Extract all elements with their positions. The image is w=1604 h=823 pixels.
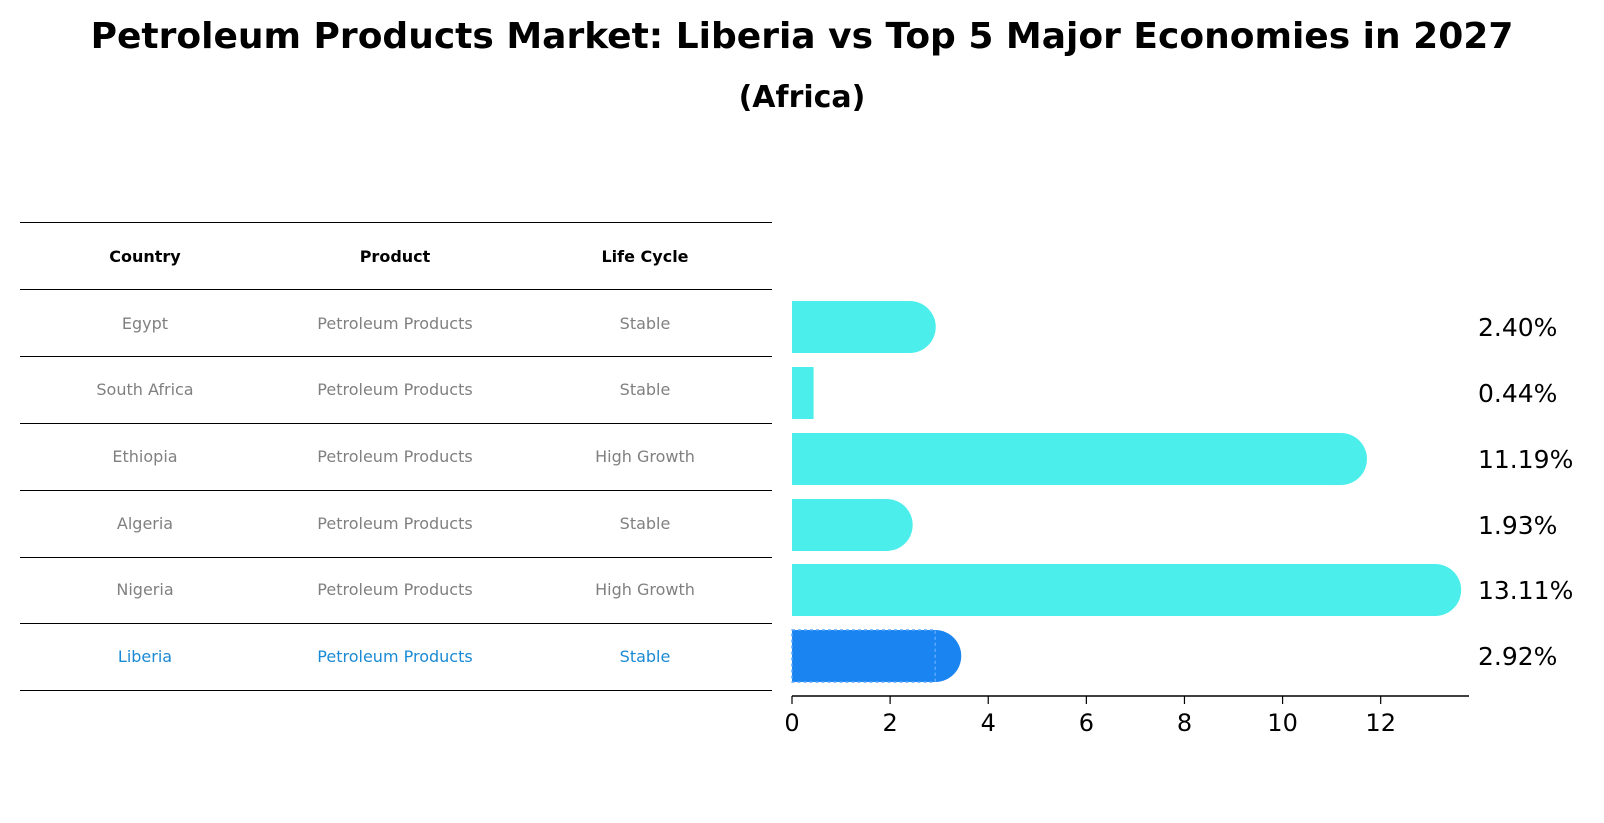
table-row: Ethiopia Petroleum Products High Growth <box>20 447 772 466</box>
header-product: Product <box>359 247 431 266</box>
table-row: South Africa Petroleum Products Stable <box>20 380 772 399</box>
header-lifecycle: Life Cycle <box>601 247 689 266</box>
x-tick-label: 2 <box>882 709 897 737</box>
cell-country: Liberia <box>117 647 173 666</box>
cell-lifecycle: Stable <box>619 514 671 533</box>
data-label: 11.19% <box>1478 445 1573 474</box>
table-rule <box>20 490 772 491</box>
table-row: Nigeria Petroleum Products High Growth <box>20 580 772 599</box>
table-row-highlight: Liberia Petroleum Products Stable <box>20 647 772 666</box>
cell-country: Egypt <box>121 314 169 333</box>
cell-lifecycle: High Growth <box>595 447 695 466</box>
table-row: Egypt Petroleum Products Stable <box>20 314 772 333</box>
table-rule <box>20 356 772 357</box>
bar-cap <box>1314 433 1367 485</box>
data-label: 1.93% <box>1478 511 1557 540</box>
cell-country: Nigeria <box>116 580 174 599</box>
cell-product: Petroleum Products <box>317 514 473 533</box>
chart-title: Petroleum Products Market: Liberia vs To… <box>90 16 1514 57</box>
bar <box>792 367 814 419</box>
table-rule <box>20 222 772 223</box>
bar <box>792 433 1341 485</box>
cell-country: Ethiopia <box>112 447 178 466</box>
table-rule <box>20 690 772 691</box>
data-label: 0.44% <box>1478 379 1557 408</box>
x-tick-label: 0 <box>784 709 799 737</box>
cell-lifecycle: Stable <box>619 380 671 399</box>
table-row: Algeria Petroleum Products Stable <box>20 514 772 533</box>
chart-subtitle: (Africa) <box>738 80 866 115</box>
cell-product: Petroleum Products <box>317 314 473 333</box>
x-tick-label: 8 <box>1177 709 1192 737</box>
x-tick-label: 4 <box>981 709 996 737</box>
cell-lifecycle: High Growth <box>595 580 695 599</box>
table-rule <box>20 557 772 558</box>
table-header-row: Country Product Life Cycle <box>20 247 772 266</box>
cell-country: South Africa <box>96 380 194 399</box>
cell-lifecycle: Stable <box>619 314 671 333</box>
x-tick-label: 12 <box>1365 709 1396 737</box>
data-label: 2.40% <box>1478 313 1557 342</box>
bar-cap <box>860 499 913 551</box>
data-label: 2.92% <box>1478 642 1557 671</box>
x-tick-label: 10 <box>1267 709 1298 737</box>
cell-product: Petroleum Products <box>317 447 473 466</box>
bar-cap <box>1409 564 1462 616</box>
bar-highlight-outline <box>791 629 936 683</box>
bar-cap <box>883 301 936 353</box>
data-label: 13.11% <box>1478 576 1573 605</box>
bar <box>792 564 1436 616</box>
cell-country: Algeria <box>116 514 174 533</box>
cell-product: Petroleum Products <box>317 647 473 666</box>
header-country: Country <box>109 247 181 266</box>
table-rule <box>20 423 772 424</box>
cell-product: Petroleum Products <box>317 580 473 599</box>
table-rule <box>20 623 772 624</box>
cell-product: Petroleum Products <box>317 380 473 399</box>
table-rule <box>20 289 772 290</box>
x-tick-label: 6 <box>1079 709 1094 737</box>
cell-lifecycle: Stable <box>619 647 671 666</box>
